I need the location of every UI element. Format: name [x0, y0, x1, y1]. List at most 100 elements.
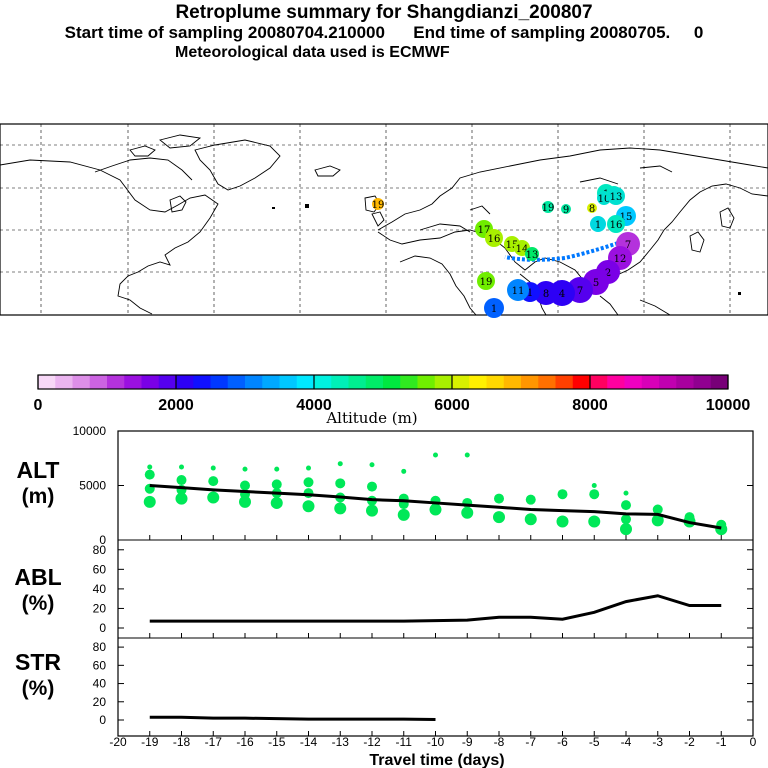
colorbar-cell [348, 375, 367, 389]
colorbar-cell [710, 375, 729, 389]
colorbar-cell [72, 375, 91, 389]
colorbar-cell [434, 375, 453, 389]
alt-point [464, 452, 470, 458]
alt-point [303, 477, 314, 488]
x-tick-label: -19 [141, 735, 159, 749]
x-tick-label: -7 [525, 735, 536, 749]
colorbar-cell [676, 375, 694, 389]
trajectory-marker-label: 8 [543, 289, 549, 300]
meteorological-data-subtitle: Meteorological data used is ECMWF [175, 44, 450, 61]
x-tick-label: -11 [396, 735, 413, 749]
trajectory-marker [477, 272, 495, 290]
trajectory-marker-label: 5 [593, 278, 599, 289]
abl-y-tick-label: 40 [93, 582, 107, 596]
x-tick-label: -18 [173, 735, 191, 749]
trajectory-marker-label: 14 [516, 244, 529, 255]
alt-point [335, 478, 346, 489]
trajectory-marker-label: 1 [491, 304, 497, 315]
alt-panel-label: ALT [16, 457, 59, 483]
trajectory-markers: 1101131511671225748111119171615141319981… [372, 184, 640, 318]
alt-point [337, 461, 343, 467]
alt-point [589, 489, 600, 500]
alt-y-tick-label: 0 [99, 533, 106, 547]
alt-point [334, 502, 347, 515]
alt-point [366, 504, 378, 517]
alt-point [401, 468, 407, 474]
alt-point [524, 513, 537, 526]
trajectory-marker [542, 201, 554, 213]
trajectory-marker [590, 216, 606, 232]
alt-point [620, 523, 632, 536]
str-y-tick-label: 40 [93, 677, 107, 691]
altitude-colorbar: 0 2000 4000 6000 8000 10000 Altitude (m) [34, 374, 750, 427]
alt-point [210, 465, 216, 471]
alt-point [239, 495, 251, 508]
colorbar-cell [176, 375, 194, 389]
trajectory-marker-label: 12 [614, 254, 627, 265]
alt-point [240, 480, 250, 491]
str-y-tick-label: 0 [99, 713, 106, 727]
alt-point [367, 481, 377, 492]
trajectory-marker-label: 2 [605, 268, 611, 279]
str-y-axis: 0 20 40 60 80 [93, 640, 753, 727]
alt-point [588, 515, 601, 528]
colorbar-cell [89, 375, 108, 389]
x-tick-label: 0 [750, 735, 757, 749]
str-panel-unit: (%) [22, 677, 55, 700]
alt-point [270, 496, 283, 509]
alt-point [591, 483, 597, 488]
colorbar-cell [331, 375, 349, 389]
trajectory-marker [525, 247, 539, 261]
alt-y-tick-label: 10000 [73, 424, 107, 438]
colorbar-cell [693, 375, 712, 389]
colorbar-cell [521, 375, 539, 389]
str-line [149, 715, 436, 722]
trajectory-marker [485, 229, 503, 247]
colorbar-cell [227, 375, 246, 389]
colorbar-cell [659, 375, 677, 389]
world-map: 1101131511671225748111119171615141319981… [0, 123, 768, 318]
alt-point [557, 489, 568, 500]
trajectory-marker-label: 13 [610, 192, 623, 203]
alt-panel-unit: (m) [22, 485, 55, 508]
x-tick-label: -2 [684, 735, 695, 749]
x-tick-label: -9 [462, 735, 473, 749]
alt-point [208, 476, 219, 487]
alt-point [271, 479, 282, 490]
alt-point [652, 504, 663, 515]
trajectory-marker-label: 15 [620, 212, 633, 223]
trajectory-marker-label: 1 [527, 288, 533, 299]
trajectory-marker-label: 19 [480, 277, 493, 288]
alt-point [144, 469, 155, 480]
trajectory-marker [607, 187, 625, 205]
alt-point [302, 500, 315, 513]
colorbar-cell [555, 375, 574, 389]
trajectory-marker-label: 7 [625, 240, 631, 251]
trajectory-marker [372, 198, 384, 210]
abl-y-tick-label: 80 [93, 543, 107, 557]
colorbar-tick-label: 6000 [434, 397, 470, 414]
time-series-panels: ALT (m) ABL (%) STR (%) 0 5000 10000 0 20 40… [14, 424, 756, 768]
alt-point [207, 491, 220, 504]
alt-point [433, 452, 438, 458]
alt-point [715, 523, 728, 536]
chart-title: Retroplume summary for Shangdianzi_20080… [175, 2, 593, 23]
trajectory-marker [587, 203, 597, 213]
x-tick-label: -1 [716, 735, 727, 749]
str-y-tick-label: 20 [93, 695, 107, 709]
trajectory-marker-label: 13 [526, 250, 539, 261]
trajectory-marker-label: 1 [595, 220, 601, 231]
alt-point [306, 465, 311, 471]
colorbar-cell [193, 375, 211, 389]
alt-point [651, 514, 664, 527]
x-tick-label: -12 [363, 735, 381, 749]
trajectory-marker-label: 16 [488, 234, 501, 245]
alt-point [242, 466, 248, 472]
abl-y-tick-label: 0 [99, 621, 106, 635]
colorbar-cell [452, 375, 470, 389]
alt-point [274, 466, 280, 472]
trajectory-marker [507, 279, 529, 301]
colorbar-cell [641, 375, 660, 389]
trajectory-marker [484, 298, 504, 318]
x-tick-label: -4 [621, 735, 632, 749]
